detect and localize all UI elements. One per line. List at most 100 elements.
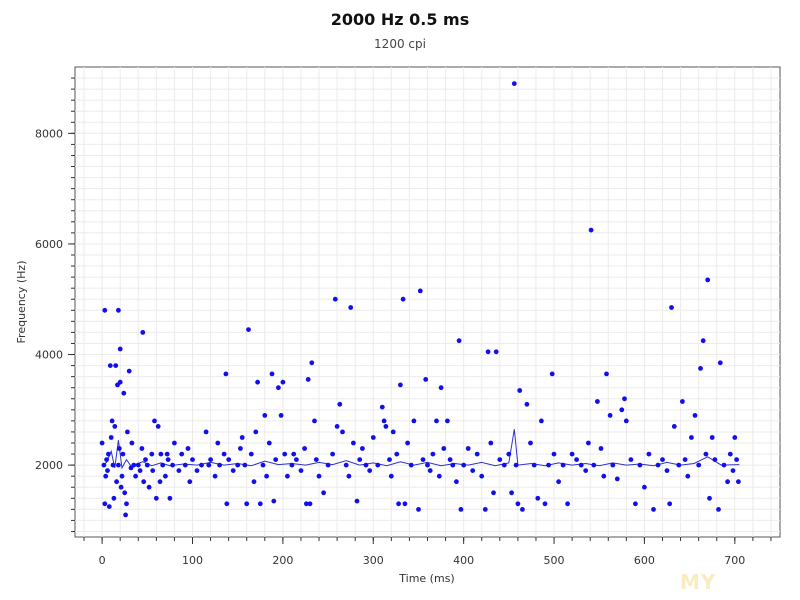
data-point — [454, 479, 459, 485]
data-point — [646, 451, 652, 457]
data-point — [144, 462, 150, 468]
data-point — [427, 468, 433, 473]
data-point — [294, 457, 299, 462]
data-point — [187, 479, 193, 485]
data-point — [114, 479, 119, 485]
data-point — [398, 382, 403, 388]
data-point — [255, 379, 260, 385]
data-point — [110, 462, 116, 468]
data-point — [194, 468, 200, 473]
data-point — [343, 462, 349, 468]
data-point — [330, 451, 335, 457]
data-point — [179, 451, 185, 457]
data-point — [405, 440, 410, 446]
data-point — [411, 418, 417, 424]
data-point — [129, 440, 135, 446]
data-point — [221, 451, 227, 457]
data-point — [244, 501, 250, 507]
data-point — [408, 462, 414, 468]
data-point — [203, 429, 209, 435]
data-point — [501, 462, 507, 468]
data-point — [425, 462, 430, 468]
data-point — [685, 473, 691, 479]
data-point — [420, 457, 426, 462]
data-point — [604, 371, 609, 377]
data-point — [705, 277, 711, 283]
data-point — [276, 385, 281, 391]
data-point — [312, 418, 317, 424]
data-point — [619, 407, 625, 413]
data-point — [273, 457, 279, 462]
data-point — [535, 495, 541, 501]
data-point — [400, 296, 406, 302]
data-point — [578, 462, 584, 468]
data-point — [456, 338, 462, 344]
data-point — [394, 451, 400, 457]
data-point — [730, 468, 736, 473]
data-point — [313, 457, 319, 462]
data-point — [235, 462, 241, 468]
data-point — [106, 451, 111, 457]
data-point — [337, 401, 343, 407]
data-point — [513, 462, 519, 468]
data-point — [260, 462, 266, 468]
data-point — [226, 457, 232, 462]
data-point — [164, 451, 170, 457]
data-point — [172, 440, 177, 446]
data-point — [121, 390, 127, 396]
data-point — [120, 451, 126, 457]
data-point — [549, 371, 555, 377]
data-point — [157, 479, 163, 485]
data-point — [381, 418, 387, 424]
data-point — [591, 462, 597, 468]
data-point — [390, 429, 396, 435]
data-point — [116, 307, 121, 313]
data-point — [441, 446, 447, 451]
data-point — [332, 296, 338, 302]
data-point — [610, 462, 616, 468]
data-point — [402, 501, 408, 507]
data-point — [302, 446, 307, 451]
data-point — [732, 435, 738, 440]
chart-subtitle: 1200 cpi — [374, 37, 426, 51]
data-point — [396, 501, 401, 507]
data-point — [436, 473, 442, 479]
grid-layer — [75, 67, 780, 537]
data-point — [601, 473, 607, 479]
data-point — [725, 479, 730, 485]
x-tick-label: 500 — [544, 554, 565, 567]
data-point — [485, 349, 491, 355]
data-point — [375, 462, 381, 468]
data-point — [692, 413, 698, 418]
data-point — [671, 424, 677, 429]
data-point — [458, 507, 464, 512]
data-point — [430, 451, 436, 457]
data-point — [105, 468, 110, 473]
data-point — [137, 468, 143, 473]
data-point — [117, 379, 123, 385]
data-point — [116, 462, 121, 468]
data-point — [230, 468, 236, 473]
data-point — [628, 457, 634, 462]
data-point — [158, 451, 164, 457]
data-point — [119, 473, 125, 479]
data-point — [152, 418, 157, 424]
data-point — [511, 81, 517, 86]
data-point — [108, 435, 114, 440]
data-point — [111, 495, 117, 501]
data-point — [482, 507, 488, 512]
data-point — [556, 479, 561, 485]
y-axis-label: Frequency (Hz) — [15, 261, 28, 344]
chart-title: 2000 Hz 0.5 ms — [330, 10, 470, 29]
data-point — [520, 507, 525, 512]
data-point — [103, 473, 109, 479]
data-point — [109, 418, 115, 424]
data-point — [560, 462, 566, 468]
data-point — [434, 418, 439, 424]
data-point — [291, 451, 297, 457]
data-point — [598, 446, 604, 451]
data-point — [716, 507, 721, 512]
data-point — [712, 457, 718, 462]
data-point — [696, 462, 702, 468]
data-point — [118, 484, 124, 490]
